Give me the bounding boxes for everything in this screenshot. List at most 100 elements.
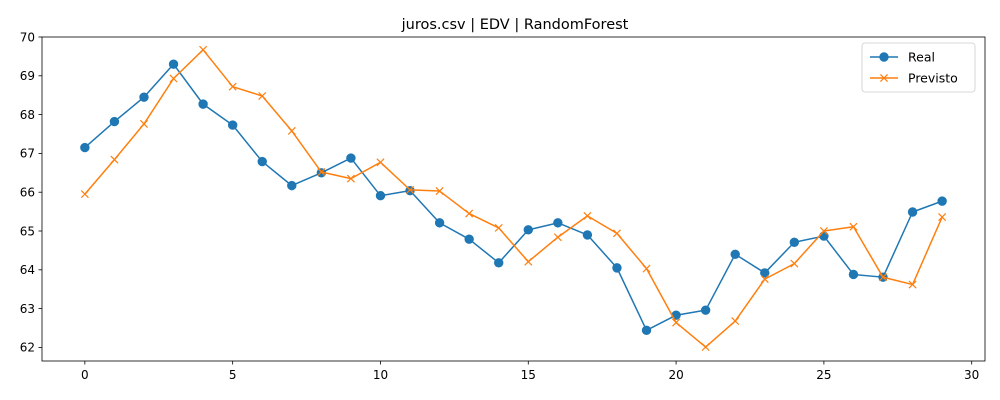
- data-point-previsto-stroke-b: [524, 257, 533, 266]
- data-point-previsto: [80, 190, 89, 199]
- data-point-previsto-stroke-b: [553, 233, 562, 242]
- data-point-previsto-stroke-b: [642, 264, 651, 273]
- data-point-real: [80, 142, 90, 153]
- data-point-previsto: [524, 257, 533, 266]
- data-point-previsto: [701, 343, 710, 352]
- data-point-previsto: [760, 275, 769, 284]
- data-point-previsto-stroke-b: [169, 74, 178, 83]
- x-axis: 0 5 10 15 20 25 30: [81, 361, 979, 382]
- legend-marker-previsto-stroke-b: [879, 73, 889, 83]
- data-point-previsto: [672, 318, 681, 327]
- data-point-real: [612, 263, 622, 273]
- data-point-previsto: [642, 264, 651, 273]
- x-tick-label: 5: [229, 368, 237, 382]
- legend-marker-real: [879, 52, 889, 62]
- data-point-previsto-stroke-b: [849, 222, 858, 231]
- data-point-previsto-stroke-b: [908, 280, 917, 289]
- data-point-previsto-stroke-b: [317, 168, 326, 177]
- data-point-previsto-stroke-b: [465, 209, 474, 218]
- x-tick-label: 30: [964, 368, 979, 382]
- data-point-previsto: [110, 155, 119, 164]
- data-point-previsto: [287, 126, 296, 135]
- data-point-real: [907, 207, 918, 217]
- data-point-previsto-stroke-b: [938, 213, 947, 222]
- data-point-real: [937, 196, 947, 206]
- series-layer: [80, 45, 947, 352]
- y-tick-label: 64: [20, 263, 35, 277]
- data-point-previsto-stroke-b: [228, 82, 237, 91]
- data-point-previsto: [199, 45, 208, 54]
- data-point-real: [257, 156, 267, 167]
- data-point-real: [287, 180, 297, 191]
- data-point-previsto-stroke-b: [731, 317, 740, 326]
- data-point-previsto: [553, 233, 562, 242]
- data-point-real: [494, 258, 504, 268]
- legend-label-real: Real: [908, 50, 935, 65]
- data-point-previsto: [731, 317, 740, 326]
- y-axis: 62 63 64 65 66 67 68 69 70: [20, 30, 42, 355]
- data-point-previsto-stroke-b: [435, 187, 444, 196]
- data-point-previsto-stroke-b: [346, 174, 355, 183]
- y-tick-label: 66: [20, 186, 35, 200]
- x-tick-label: 15: [521, 368, 536, 382]
- y-tick-label: 69: [20, 69, 35, 83]
- x-tick-label: 25: [816, 368, 831, 382]
- legend: Real Previsto: [861, 42, 976, 93]
- legend-label-previsto: Previsto: [908, 71, 958, 86]
- data-point-previsto: [435, 187, 444, 196]
- data-point-real: [227, 120, 238, 130]
- series-previsto: [80, 45, 947, 352]
- plot-area: [41, 36, 986, 362]
- data-point-previsto: [228, 82, 237, 91]
- data-point-previsto-stroke-b: [376, 158, 385, 167]
- data-point-previsto: [790, 259, 799, 268]
- data-point-real: [346, 153, 356, 163]
- data-point-previsto: [376, 158, 385, 167]
- y-tick-label: 62: [20, 341, 35, 355]
- data-point-real: [848, 269, 859, 280]
- data-point-previsto-stroke-b: [287, 126, 296, 135]
- data-point-real: [641, 325, 652, 336]
- data-point-previsto-stroke-b: [701, 343, 710, 352]
- data-point-real: [109, 116, 120, 127]
- legend-box: [861, 42, 976, 93]
- data-point-real: [523, 225, 533, 235]
- data-point-previsto-stroke-b: [790, 259, 799, 268]
- series-line-real: [84, 63, 943, 332]
- data-point-previsto: [849, 222, 858, 231]
- y-tick-label: 68: [20, 108, 35, 122]
- data-point-real: [553, 218, 563, 228]
- data-point-real: [789, 237, 800, 247]
- data-point-previsto: [317, 168, 326, 177]
- legend-item-real: Real: [870, 50, 935, 65]
- y-tick-label: 70: [20, 30, 35, 44]
- x-tick-label: 10: [373, 368, 388, 382]
- data-point-previsto: [494, 223, 503, 232]
- data-point-previsto: [878, 273, 888, 282]
- data-point-previsto: [346, 174, 355, 183]
- data-point-previsto-stroke-b: [80, 190, 89, 199]
- data-point-previsto-stroke-b: [760, 275, 769, 284]
- series-line-previsto: [84, 49, 943, 348]
- data-point-real: [582, 230, 593, 240]
- legend-item-previsto: Previsto: [870, 71, 958, 86]
- data-point-previsto-stroke-b: [110, 155, 119, 164]
- data-point-previsto-stroke-b: [139, 119, 149, 128]
- x-tick-label: 0: [81, 368, 89, 382]
- legend-marker-previsto: [879, 73, 889, 83]
- data-point-real: [760, 268, 770, 278]
- y-tick-label: 67: [20, 147, 35, 161]
- data-point-real: [700, 305, 711, 315]
- axes-frame: [41, 36, 986, 362]
- data-point-previsto: [139, 119, 149, 128]
- data-point-real: [139, 92, 149, 102]
- data-point-previsto: [612, 229, 621, 238]
- data-point-previsto: [908, 280, 917, 289]
- chart-title: juros.csv | EDV | RandomForest: [401, 17, 629, 33]
- data-point-previsto-stroke-b: [583, 211, 592, 220]
- data-point-previsto: [465, 209, 474, 218]
- data-point-previsto-stroke-b: [494, 223, 503, 232]
- data-point-real: [198, 99, 208, 109]
